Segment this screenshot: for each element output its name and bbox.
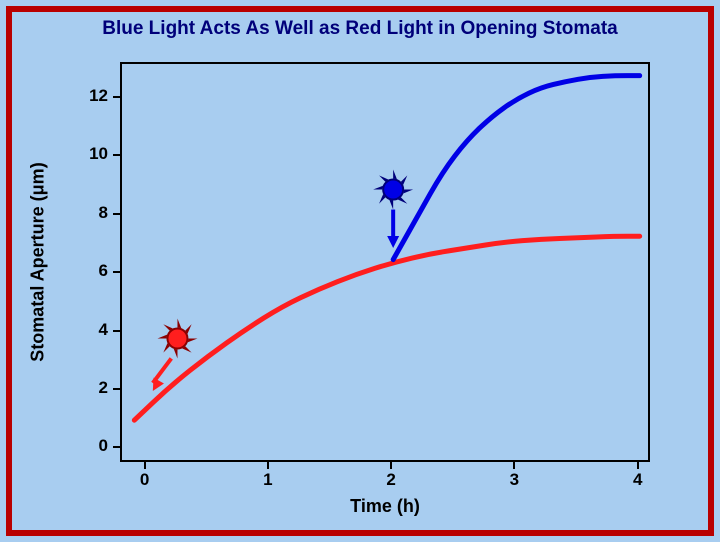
y-axis-label: Stomatal Aperture (μm) [28, 162, 49, 361]
plot-area [120, 62, 650, 462]
chart-title: Blue Light Acts As Well as Red Light in … [0, 18, 720, 40]
y-tick-mark [113, 96, 120, 98]
y-tick-label: 4 [99, 320, 108, 340]
x-tick-mark [390, 462, 392, 469]
y-tick-mark [113, 446, 120, 448]
y-tick-label: 2 [99, 378, 108, 398]
y-tick-label: 10 [89, 144, 108, 164]
x-tick-mark [267, 462, 269, 469]
x-tick-mark [144, 462, 146, 469]
x-tick-mark [513, 462, 515, 469]
y-tick-mark [113, 271, 120, 273]
y-tick-label: 12 [89, 86, 108, 106]
y-tick-mark [113, 154, 120, 156]
x-tick-label: 2 [381, 470, 401, 490]
y-tick-label: 8 [99, 203, 108, 223]
x-axis-label: Time (h) [120, 496, 650, 517]
plot-svg [122, 64, 652, 464]
y-tick-mark [113, 213, 120, 215]
x-tick-label: 4 [628, 470, 648, 490]
y-tick-mark [113, 388, 120, 390]
x-tick-mark [637, 462, 639, 469]
y-tick-label: 0 [99, 436, 108, 456]
x-tick-label: 1 [258, 470, 278, 490]
y-tick-mark [113, 330, 120, 332]
x-tick-label: 0 [135, 470, 155, 490]
blue-line [393, 76, 640, 260]
y-tick-label: 6 [99, 261, 108, 281]
red-line [134, 236, 639, 420]
x-tick-label: 3 [504, 470, 524, 490]
